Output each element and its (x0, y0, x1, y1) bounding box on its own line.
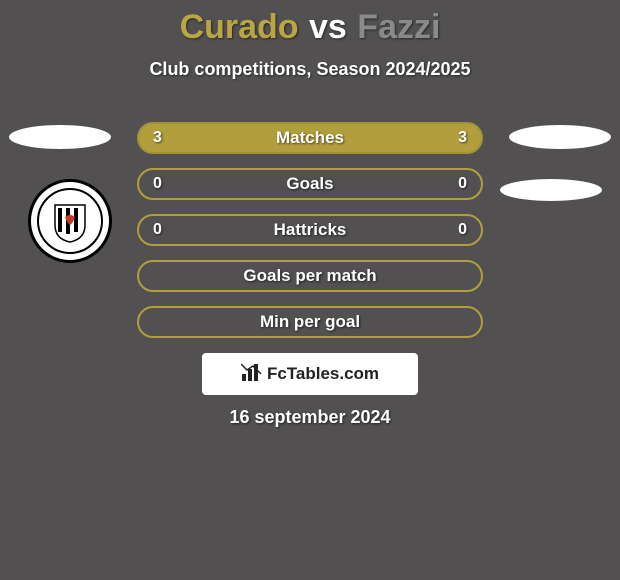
stat-label: Goals per match (243, 266, 376, 286)
brand-text: FcTables.com (267, 364, 379, 384)
club-badge (28, 179, 112, 263)
player2-name: Fazzi (357, 8, 440, 47)
comparison-title: Curado vs Fazzi (0, 0, 620, 47)
player2-photo-placeholder-top (509, 125, 611, 149)
snapshot-date: 16 september 2024 (0, 407, 620, 428)
subtitle: Club competitions, Season 2024/2025 (0, 59, 620, 80)
stats-container: 3 Matches 3 0 Goals 0 0 Hattricks 0 Goals per mat… (137, 122, 483, 352)
stat-right-value: 0 (458, 221, 467, 239)
stat-left-value: 0 (153, 175, 162, 193)
stat-label: Hattricks (274, 220, 347, 240)
vs-label: vs (309, 8, 347, 47)
chart-bars-icon (241, 362, 263, 387)
stat-left-value: 0 (153, 221, 162, 239)
stat-row: Min per goal (137, 306, 483, 338)
brand-box[interactable]: FcTables.com (202, 353, 418, 395)
stat-right-value: 3 (458, 129, 467, 147)
player1-photo-placeholder (9, 125, 111, 149)
stat-label: Goals (286, 174, 333, 194)
stat-left-value: 3 (153, 129, 162, 147)
stat-row: 3 Matches 3 (137, 122, 483, 154)
stat-row: 0 Hattricks 0 (137, 214, 483, 246)
player1-name: Curado (180, 8, 299, 47)
stat-label: Min per goal (260, 312, 360, 332)
player2-photo-placeholder-bottom (500, 179, 602, 201)
stat-row: 0 Goals 0 (137, 168, 483, 200)
stat-label: Matches (276, 128, 344, 148)
stat-right-value: 0 (458, 175, 467, 193)
club-shield-icon (53, 203, 87, 243)
stat-row: Goals per match (137, 260, 483, 292)
